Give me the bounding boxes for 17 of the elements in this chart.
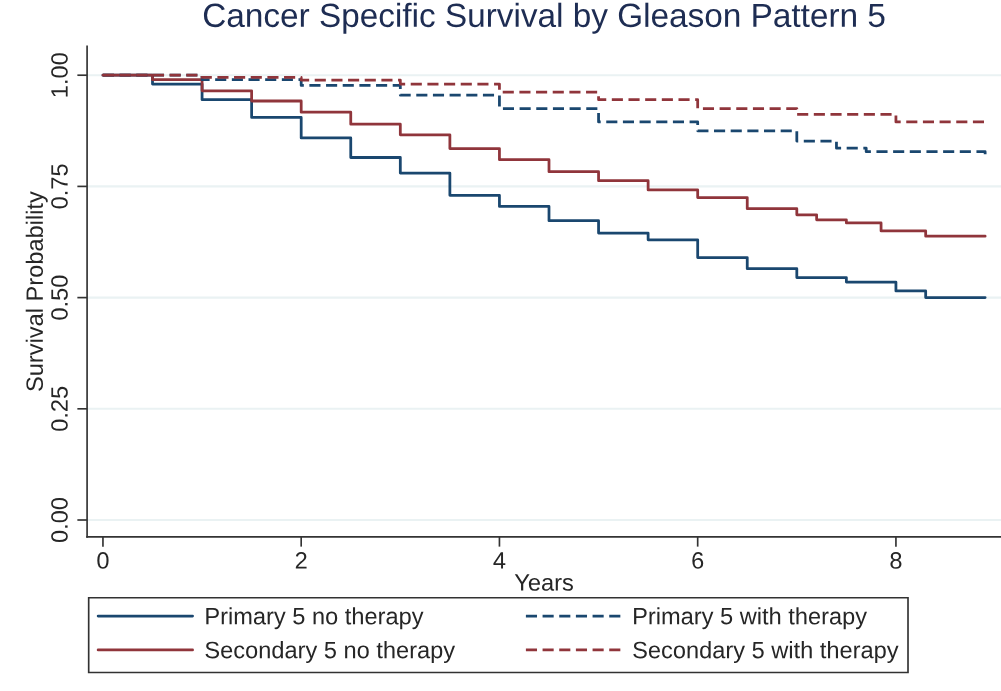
y-axis-title: Survival Probability — [25, 191, 48, 391]
y-tick-label: 0.00 — [51, 497, 68, 543]
y-tick-label: 0.75 — [51, 164, 68, 209]
x-axis-title: Years — [514, 574, 573, 591]
y-tick-label: 0.50 — [51, 275, 68, 320]
legend-label: Secondary 5 with therapy — [633, 641, 899, 664]
legend-label: Secondary 5 no therapy — [205, 641, 456, 664]
x-tick-label: 0 — [97, 552, 109, 569]
x-tick-label: 6 — [692, 552, 704, 569]
x-tick-label: 2 — [295, 552, 307, 569]
x-tick-label: 8 — [890, 552, 902, 569]
legend-label: Primary 5 with therapy — [634, 607, 867, 630]
legend-label: Primary 5 no therapy — [206, 607, 424, 630]
chart-title: Cancer Specific Survival by Gleason Pattern 5 — [203, 2, 885, 34]
y-tick-label: 1.00 — [51, 53, 68, 97]
y-tick-label: 0.25 — [51, 386, 68, 431]
x-tick-label: 4 — [493, 552, 506, 569]
